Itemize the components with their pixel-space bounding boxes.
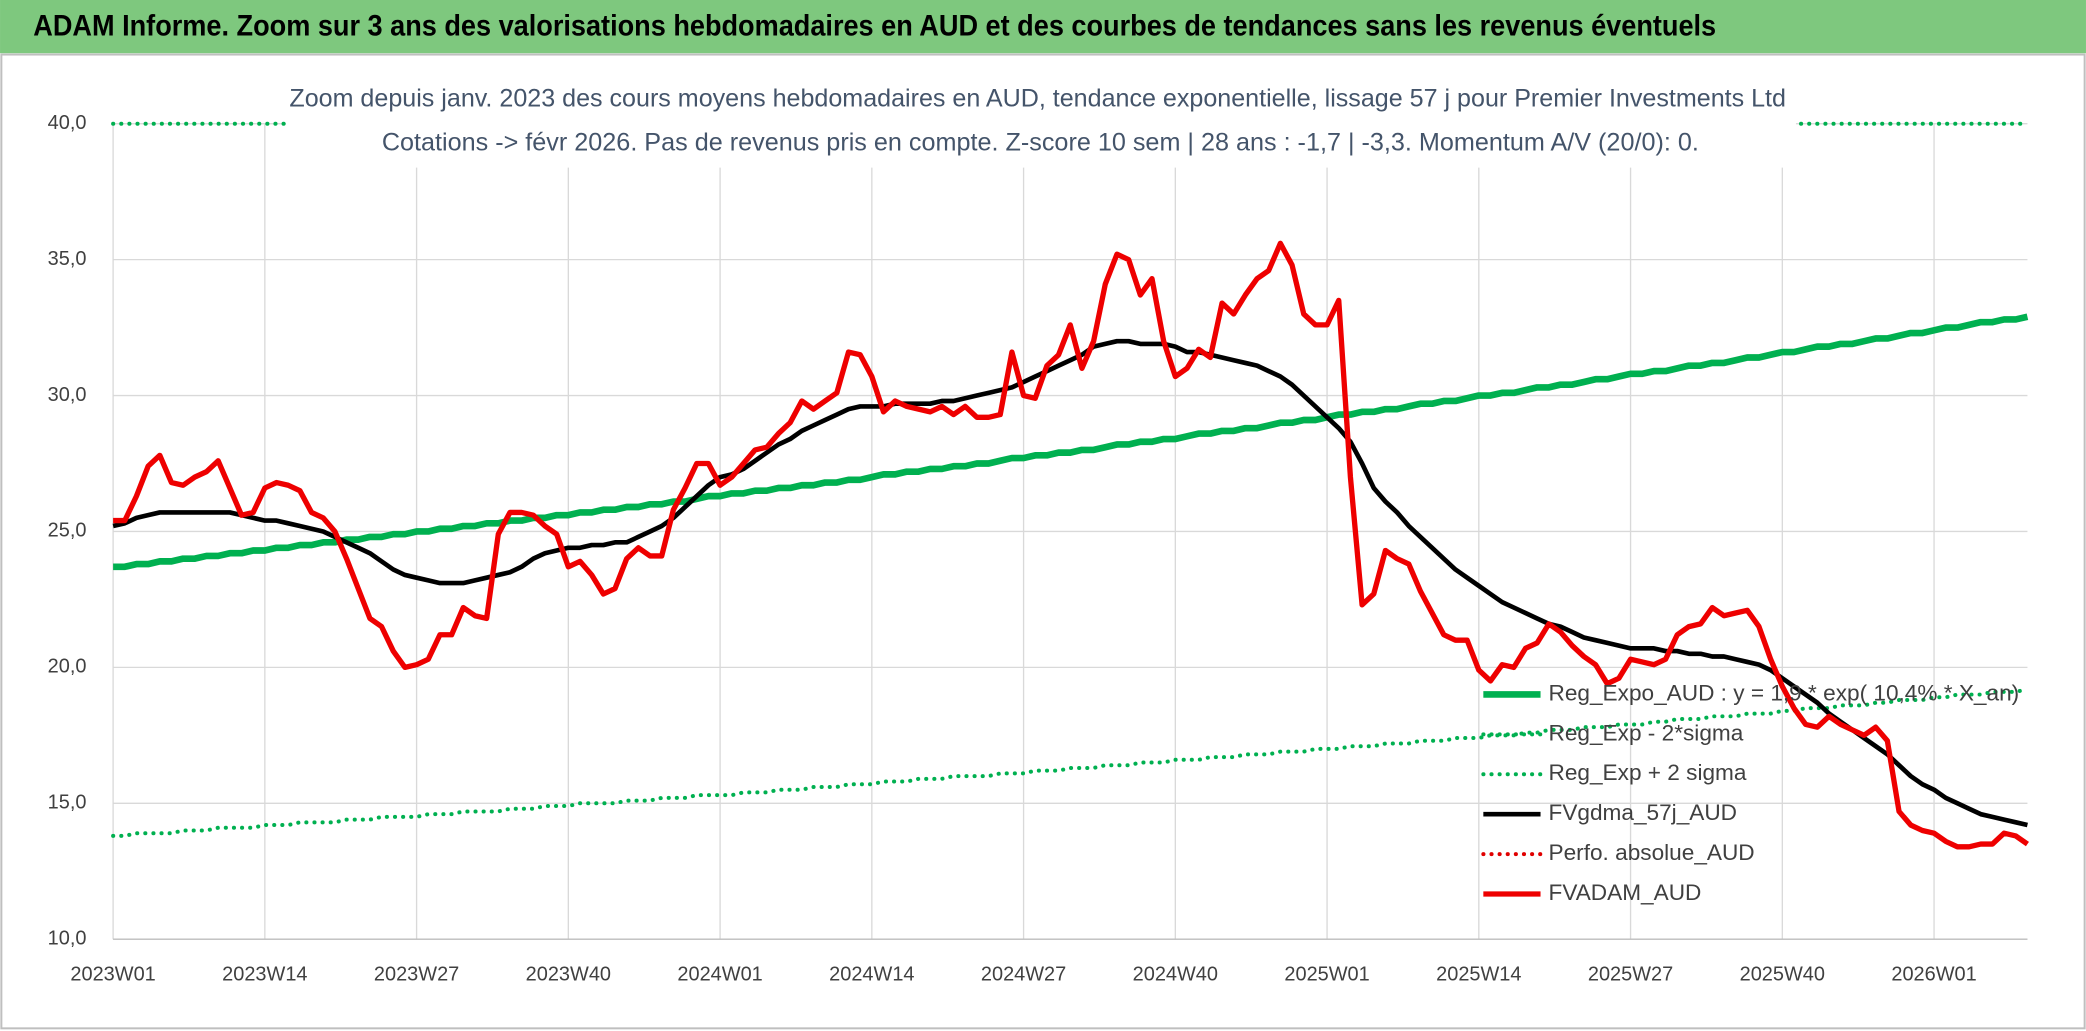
banner xyxy=(0,0,2086,54)
x-tick-label: 2024W01 xyxy=(677,963,762,985)
page-title: ADAM Informe. Zoom sur 3 ans des valoris… xyxy=(33,11,1716,43)
x-tick-label: 2023W01 xyxy=(70,963,155,985)
x-tick-label: 2024W14 xyxy=(829,963,914,985)
y-tick-label: 30,0 xyxy=(48,384,87,406)
legend-label: Reg_Exp + 2 sigma xyxy=(1549,760,1747,785)
legend-label: FVgdma_57j_AUD xyxy=(1549,800,1738,825)
series-line xyxy=(112,338,2028,828)
series-line xyxy=(111,687,2030,838)
legend: Reg_Expo_AUD : y = 1,9 * exp( 10,4% * X_… xyxy=(1481,680,2020,905)
x-tick-label: 2023W40 xyxy=(526,963,611,985)
x-tick-label: 2023W27 xyxy=(374,963,459,985)
legend-label: Perfo. absolue_AUD xyxy=(1549,840,1755,865)
chart-subtitle: Cotations -> févr 2026. Pas de revenus p… xyxy=(382,128,1699,156)
chart-title: Zoom depuis janv. 2023 des cours moyens … xyxy=(289,84,1786,112)
series-line xyxy=(113,313,2029,571)
x-tick-label: 2025W40 xyxy=(1740,963,1825,985)
x-tick-label: 2023W14 xyxy=(222,963,307,985)
legend-label: Reg_Expo_AUD : y = 1,9 * exp( 10,4% * X_… xyxy=(1549,680,2020,705)
y-tick-label: 15,0 xyxy=(48,792,87,814)
x-tick-label: 2025W01 xyxy=(1284,963,1369,985)
title-backdrop xyxy=(286,77,1796,168)
y-tick-label: 10,0 xyxy=(48,927,87,949)
legend-label: Reg_Exp - 2*sigma xyxy=(1549,720,1744,745)
x-tick-label: 2026W01 xyxy=(1891,963,1976,985)
x-tick-label: 2024W40 xyxy=(1133,963,1218,985)
x-tick-label: 2025W27 xyxy=(1588,963,1673,985)
y-tick-label: 25,0 xyxy=(48,520,87,542)
y-tick-label: 35,0 xyxy=(48,248,87,270)
y-tick-label: 20,0 xyxy=(48,656,87,678)
legend-label: FVADAM_AUD xyxy=(1549,880,1702,905)
x-tick-label: 2025W14 xyxy=(1436,963,1521,985)
x-tick-label: 2024W27 xyxy=(981,963,1066,985)
y-tick-label: 40,0 xyxy=(48,112,87,134)
series-line xyxy=(113,240,2029,850)
